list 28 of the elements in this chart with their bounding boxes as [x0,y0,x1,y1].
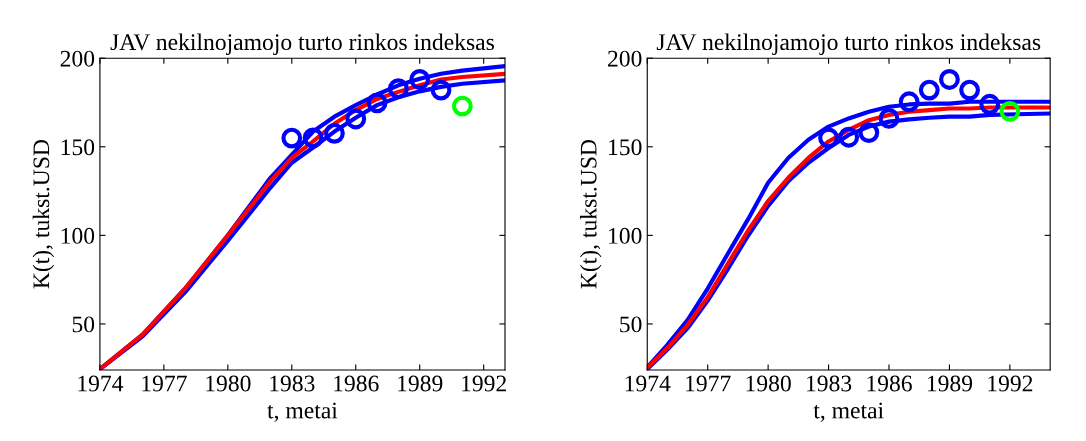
x-tick-label: 1974 [78,375,124,392]
x-axis-title: t, metai [813,402,884,422]
x-tick-label: 1986 [334,375,379,392]
x-tick-label: 1980 [206,375,251,392]
y-tick-label: 50 [620,316,642,333]
x-tick-label: 1983 [807,375,852,392]
x-axis-title: t, metai [267,402,338,422]
x-tick-label: 1980 [746,375,791,392]
chart-title: JAV nekilnojamojo turto rinkos indeksas [656,33,1041,55]
y-tick-label: 150 [61,139,95,156]
x-tick-label: 1992 [462,375,506,392]
y-axis-title: K(t), tukst.USD [32,139,55,289]
y-tick-label: 100 [609,227,642,244]
y-tick-label: 200 [608,50,642,67]
x-tick-label: 1974 [625,375,671,392]
y-tick-label: 100 [61,227,95,244]
x-tick-label: 1977 [142,375,187,392]
x-tick-label: 1977 [686,375,731,392]
y-tick-label: 200 [60,50,95,67]
x-tick-label: 1983 [270,375,315,392]
x-tick-label: 1992 [988,375,1033,392]
y-axis-title: K(t), tukst.USD [580,139,602,289]
x-tick-label: 1989 [398,375,443,392]
y-tick-label: 150 [609,139,642,156]
y-tick-label: 50 [72,316,95,333]
chart-title: JAV nekilnojamojo turto rinkos indeksas [110,33,494,55]
x-tick-label: 1989 [927,375,973,392]
x-tick-label: 1986 [867,375,912,392]
